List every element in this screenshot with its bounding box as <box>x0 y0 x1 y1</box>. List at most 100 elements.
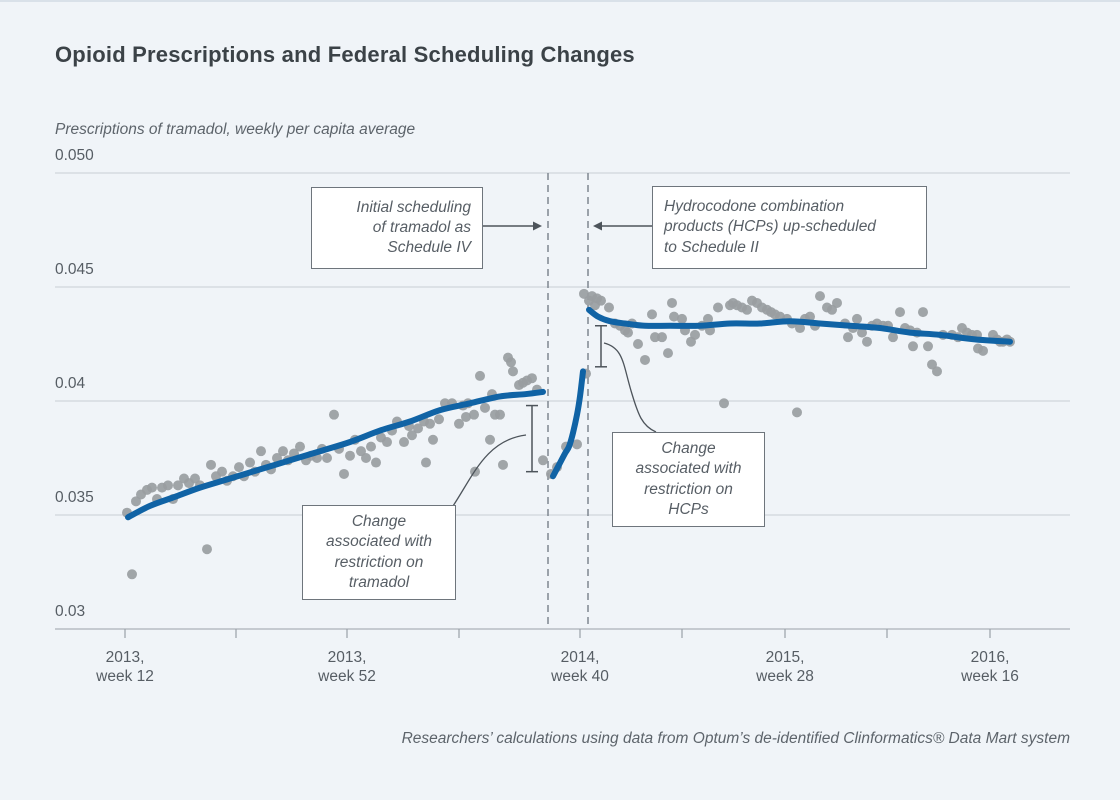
annotation-hcp-upscheduling: Hydrocodone combination products (HCPs) … <box>652 186 927 269</box>
trend-line-post <box>586 306 1013 345</box>
scatter-point <box>815 291 825 302</box>
scatter-point <box>322 453 332 463</box>
scatter-point <box>657 332 667 343</box>
scatter-point <box>382 437 392 448</box>
scatter-point <box>795 323 805 334</box>
scatter-point <box>339 468 349 479</box>
scatter-point <box>827 304 837 315</box>
scatter-point <box>857 327 867 338</box>
scatter-point <box>421 457 431 468</box>
scatter-point <box>667 297 677 308</box>
y-tick-label: 0.04 <box>55 375 86 392</box>
scatter-point <box>527 373 537 384</box>
scatter-point <box>425 418 435 429</box>
scatter-point <box>918 307 928 318</box>
scatter-point <box>579 288 589 299</box>
scatter-point <box>604 302 614 313</box>
scatter-point <box>407 430 417 441</box>
scatter-point <box>131 496 141 507</box>
x-tick-label: 2013, week 12 <box>96 649 154 686</box>
scatter-point <box>888 332 898 343</box>
scatter-point <box>399 437 409 448</box>
scatter-point <box>862 336 872 347</box>
arrowhead-icon <box>533 221 542 231</box>
scatter-point <box>713 302 723 313</box>
scatter-point <box>245 457 255 468</box>
scatter-point <box>647 309 657 320</box>
scatter-point <box>361 453 371 463</box>
y-tick-label: 0.035 <box>55 489 94 506</box>
scatter-point <box>295 441 305 452</box>
scatter-point <box>506 357 516 368</box>
x-tick-label: 2015, week 28 <box>756 649 814 686</box>
scatter-point <box>832 297 842 308</box>
x-tick-label: 2014, week 40 <box>551 649 609 686</box>
annotation-change-tramadol: Change associated with restriction on tr… <box>302 505 456 600</box>
scatter-point <box>908 341 918 352</box>
chart-title: Opioid Prescriptions and Federal Schedul… <box>55 42 635 67</box>
scatter-point <box>256 446 266 457</box>
scatter-point <box>498 459 508 470</box>
annotation-leader-line <box>603 342 657 433</box>
scatter-point <box>190 473 200 484</box>
annotation-tramadol-scheduling: Initial scheduling of tramadol as Schedu… <box>311 187 483 269</box>
scatter-point <box>633 339 643 349</box>
scatter-point <box>428 434 438 445</box>
scatter-point <box>163 480 173 491</box>
scatter-point <box>480 402 490 413</box>
scatter-point <box>366 441 376 452</box>
scatter-point <box>413 423 423 434</box>
scatter-point <box>669 311 679 322</box>
scatter-point <box>690 329 700 340</box>
y-tick-label: 0.050 <box>55 147 94 164</box>
scatter-point <box>434 414 444 425</box>
scatter-point <box>475 370 485 381</box>
scatter-point <box>329 409 339 420</box>
scatter-point <box>792 407 802 418</box>
scatter-point <box>895 307 905 318</box>
scatter-point <box>217 466 227 477</box>
x-tick-label: 2016, week 16 <box>961 649 1019 686</box>
annotation-change-hcps: Change associated with restriction on HC… <box>612 432 765 527</box>
annotation-leader-line <box>452 434 527 507</box>
scatter-point <box>927 359 937 370</box>
y-tick-label: 0.045 <box>55 261 94 278</box>
scatter-point <box>932 366 942 377</box>
scatter-point <box>663 348 673 359</box>
scatter-point <box>742 304 752 315</box>
scatter-point <box>677 313 687 324</box>
scatter-point <box>454 418 464 429</box>
scatter-point <box>508 366 518 377</box>
scatter-point <box>461 411 471 422</box>
scatter-point <box>978 345 988 356</box>
scatter-point <box>596 295 606 306</box>
trend-line-pre <box>125 388 546 521</box>
scatter-point <box>538 455 548 466</box>
scatter-point <box>719 398 729 409</box>
scatter-point <box>278 446 288 457</box>
scatter-point <box>345 450 355 461</box>
scatter-point <box>206 459 216 470</box>
arrowhead-icon <box>593 221 602 231</box>
scatter-point <box>234 462 244 473</box>
scatter-point <box>469 409 479 420</box>
scatter-point <box>572 439 582 450</box>
scatter-point <box>703 313 713 324</box>
source-note: Researchers’ calculations using data fro… <box>401 730 1070 747</box>
y-tick-label: 0.03 <box>55 603 86 620</box>
x-tick-label: 2013, week 52 <box>318 649 376 686</box>
chart-y-axis-note: Prescriptions of tramadol, weekly per ca… <box>55 121 416 138</box>
scatter-point <box>923 341 933 352</box>
scatter-point <box>356 446 366 457</box>
trend-line-mid <box>550 368 586 480</box>
scatter-point <box>852 313 862 324</box>
scatter-point <box>843 332 853 343</box>
scatter-point <box>127 569 137 580</box>
scatter-point <box>173 480 183 491</box>
scatter-point <box>805 311 815 322</box>
scatter-point <box>495 409 505 420</box>
scatter-point <box>147 482 157 493</box>
scatter-point <box>650 332 660 343</box>
